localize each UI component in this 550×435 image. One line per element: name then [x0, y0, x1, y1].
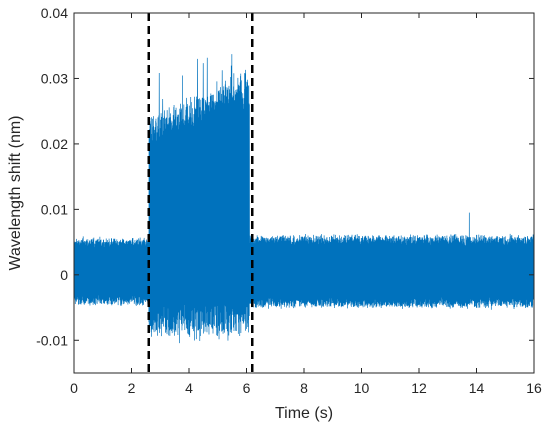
x-tick-label: 12 [411, 380, 427, 396]
x-tick-label: 14 [469, 380, 485, 396]
x-tick-label: 16 [526, 380, 542, 396]
x-tick-label: 8 [300, 380, 308, 396]
x-tick-label: 6 [243, 380, 251, 396]
y-tick-label: 0 [60, 267, 68, 283]
signal-series-0 [74, 54, 534, 344]
vertical-marker-group [147, 13, 254, 373]
signal-trace-group [74, 54, 534, 344]
y-tick-label: 0.01 [41, 201, 68, 217]
x-tick-label: 2 [128, 380, 136, 396]
x-tick-label: 0 [70, 380, 78, 396]
y-tick-label: -0.01 [36, 332, 68, 348]
y-axis-title: Wavelength shift (nm) [7, 115, 24, 270]
x-axis-ticks: 0 2 4 6 8 10 12 14 16 [70, 13, 542, 396]
y-tick-label: 0.04 [41, 5, 68, 21]
x-tick-label: 4 [185, 380, 193, 396]
x-axis-title: Time (s) [275, 405, 333, 422]
y-tick-label: 0.03 [41, 70, 68, 86]
y-axis-ticks: -0.01 0 0.01 0.02 0.03 0.04 [36, 5, 534, 348]
x-tick-label: 10 [354, 380, 370, 396]
y-tick-label: 0.02 [41, 136, 68, 152]
